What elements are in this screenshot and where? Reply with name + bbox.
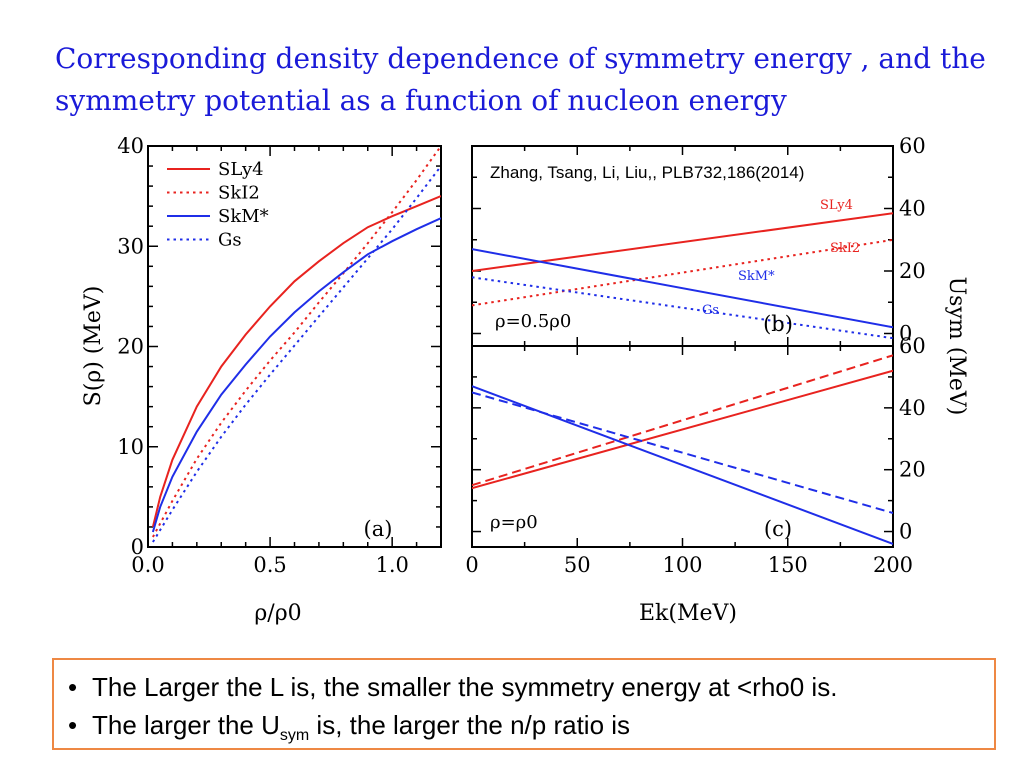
title-line-2: symmetry potential as a function of nucl… bbox=[55, 84, 787, 117]
panel-c-x-tick-label: 150 bbox=[768, 553, 808, 577]
summary-box: • The Larger the L is, the smaller the s… bbox=[52, 658, 996, 750]
panel-b-series-skmstar bbox=[472, 248, 893, 329]
panel-b-label-skm: SkM* bbox=[738, 269, 775, 284]
panel-a-series-sly4 bbox=[151, 195, 441, 528]
bullet-2-text-post: is, the larger the n/p ratio is bbox=[309, 710, 631, 740]
title-line-1: Corresponding density dependence of symm… bbox=[55, 42, 986, 75]
panel-a-x-tick-label: 1.0 bbox=[375, 553, 408, 577]
panel-b-annotation: ρ=0.5ρ0 bbox=[495, 311, 571, 332]
legend-label-gs: Gs bbox=[218, 230, 242, 251]
panel-b-y-tick-label: 40 bbox=[899, 197, 926, 221]
panel-c-x-axis-label: Ek(MeV) bbox=[639, 601, 737, 626]
panel-a-y-tick-label: 20 bbox=[117, 335, 144, 359]
panel-a-x-tick-label: 0.0 bbox=[131, 553, 164, 577]
panel-c-x-tick-label: 0 bbox=[465, 553, 478, 577]
panel-b-y-tick-label: 60 bbox=[899, 134, 926, 158]
figure: 0.0 0.5 1.0 0 10 20 30 40 ρ/ρ0 S(ρ) (MeV) SLy4 SkI2… bbox=[81, 134, 969, 626]
panel-b-label: (b) bbox=[763, 312, 793, 336]
panel-a-x-axis-label: ρ/ρ0 bbox=[254, 601, 301, 626]
bullet-marker: • bbox=[68, 672, 78, 702]
bullet-1: • The Larger the L is, the smaller the s… bbox=[66, 668, 982, 706]
bullet-marker: • bbox=[68, 710, 78, 740]
panel-b-label-ski2: SkI2 bbox=[830, 241, 860, 256]
panel-b-label-gs: Gs bbox=[702, 303, 719, 318]
panel-c-x-tick-label: 50 bbox=[564, 553, 591, 577]
panel-c-y-tick-label: 40 bbox=[899, 396, 926, 420]
bullet-1-text: The Larger the L is, the smaller the sym… bbox=[92, 672, 838, 702]
panel-c-label: (c) bbox=[764, 517, 792, 541]
panel-c-y-axis-label: Usym (MeV) bbox=[944, 277, 969, 416]
panel-c-series-sly4 bbox=[472, 369, 893, 490]
panel-a-x-tick-label: 0.5 bbox=[253, 553, 286, 577]
panel-a-y-tick-label: 40 bbox=[117, 134, 144, 158]
legend-label-sly4: SLy4 bbox=[218, 159, 264, 180]
panel-a-series-ski2 bbox=[152, 146, 441, 538]
legend-label-skmstar: SkM* bbox=[218, 206, 269, 227]
panel-c-y-tick-label: 60 bbox=[899, 334, 926, 358]
panel-a-series-skmstar bbox=[151, 217, 441, 533]
panel-c-x-tick-label: 200 bbox=[873, 553, 913, 577]
panel-c-y-tick-label: 20 bbox=[899, 458, 926, 482]
panel-a-y-axis-label: S(ρ) (MeV) bbox=[81, 286, 106, 407]
panel-a-series-gs bbox=[152, 165, 441, 543]
panel-c-y-tick-label: 0 bbox=[899, 520, 912, 544]
legend-label-ski2: SkI2 bbox=[218, 183, 260, 204]
panel-c-x-tick-label: 100 bbox=[662, 553, 702, 577]
panel-b-y-tick-label: 0 bbox=[899, 322, 912, 346]
bullet-2-text-pre: The larger the U bbox=[92, 710, 280, 740]
panel-c-series-ski2 bbox=[472, 354, 893, 487]
panel-a-y-tick-label: 10 bbox=[117, 435, 144, 459]
panel-c-series-gs bbox=[472, 391, 893, 514]
panel-c-annotation: ρ=ρ0 bbox=[490, 512, 538, 533]
citation: Zhang, Tsang, Li, Liu,, PLB732,186(2014) bbox=[490, 163, 804, 182]
panel-b-y-tick-label: 20 bbox=[899, 259, 926, 283]
panel-a-y-tick-label: 0 bbox=[131, 535, 144, 559]
bullet-2: • The larger the Usym is, the larger the… bbox=[66, 706, 982, 755]
panel-a-label: (a) bbox=[364, 517, 393, 541]
slide-title: Corresponding density dependence of symm… bbox=[55, 38, 995, 122]
bullet-2-subscript: sym bbox=[279, 727, 310, 744]
panel-a-y-tick-label: 30 bbox=[117, 234, 144, 258]
panel-b-label-sly4: SLy4 bbox=[820, 198, 853, 213]
